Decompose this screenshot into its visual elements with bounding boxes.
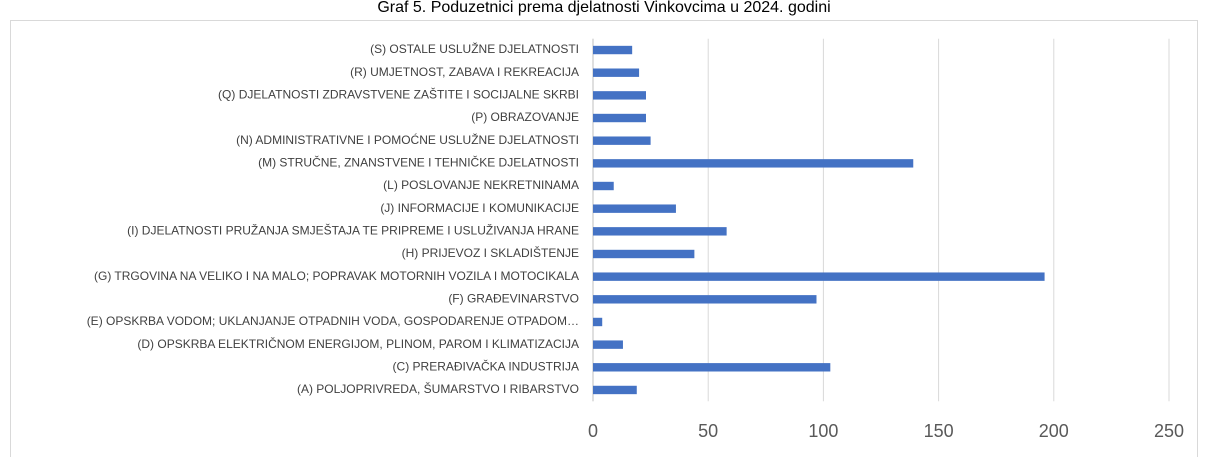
bar [593,181,614,191]
y-tick-label: (H) PRIJEVOZ I SKLADIŠTENJE [402,245,579,260]
y-tick-label: (P) OBRAZOVANJE [471,110,579,124]
bar [593,227,727,236]
x-tick-label: 150 [924,421,954,441]
bar [593,295,817,304]
bar [593,45,633,55]
bar [593,317,603,327]
bar [593,340,623,349]
bar [593,91,646,100]
chart-border [10,20,1198,462]
y-tick-label: (C) PRERAĐIVAČKA INDUSTRIJA [393,358,579,373]
x-tick-label: 200 [1039,421,1069,441]
y-tick-label: (D) OPSKRBA ELEKTRIČNOM ENERGIJOM, PLINO… [137,336,579,351]
x-tick-label: 0 [588,421,598,441]
y-tick-label: (R) UMJETNOST, ZABAVA I REKREACIJA [350,65,579,79]
bar [593,272,1045,281]
y-tick-label: (G) TRGOVINA NA VELIKO I NA MALO; POPRAV… [94,269,579,283]
y-tick-label: (E) OPSKRBA VODOM; UKLANJANJE OTPADNIH V… [87,314,579,328]
bar [593,136,651,145]
x-tick-label: 250 [1154,421,1184,441]
bar [593,385,637,395]
y-tick-label: (A) POLJOPRIVREDA, ŠUMARSTVO I RIBARSTVO [297,381,579,396]
bar [593,249,695,259]
y-tick-label: (J) INFORMACIJE I KOMUNIKACIJE [380,201,579,215]
y-tick-label: (S) OSTALE USLUŽNE DJELATNOSTI [370,41,579,56]
bar [593,159,914,168]
y-tick-label: (F) GRAĐEVINARSTVO [448,291,579,305]
y-tick-label: (N) ADMINISTRATIVNE I POMOĆNE USLUŽNE DJ… [236,132,579,147]
y-tick-label: (L) POSLOVANJE NEKRETNINAMA [383,178,579,192]
y-tick-label: (I) DJELATNOSTI PRUŽANJA SMJEŠTAJA TE PR… [127,223,579,238]
bar [593,204,676,213]
x-tick-label: 100 [808,421,838,441]
y-tick-label: (Q) DJELATNOSTI ZDRAVSTVENE ZAŠTITE I SO… [218,87,579,102]
bar [593,363,831,372]
x-tick-label: 50 [698,421,718,441]
chart-title: Graf 5. Poduzetnici prema djelatnosti Vi… [377,0,830,16]
y-tick-label: (M) STRUČNE, ZNANSTVENE I TEHNIČKE DJELA… [258,155,579,170]
bar [593,68,640,77]
bar [593,113,646,123]
